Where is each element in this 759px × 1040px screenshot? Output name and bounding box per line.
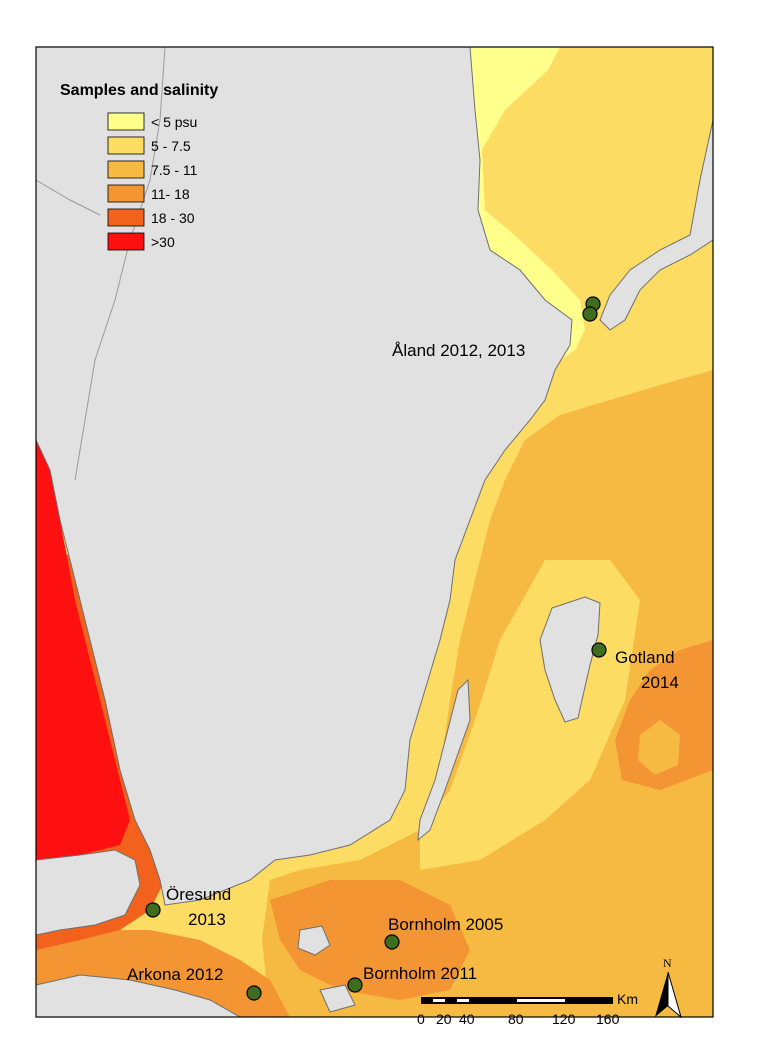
site-label-arkona: Arkona 2012 [127, 965, 223, 984]
scale-tick-160: 160 [596, 1011, 620, 1027]
legend-swatch [107, 112, 145, 131]
site-label-gotland-1: Gotland [615, 648, 675, 667]
land-denmark [36, 849, 141, 936]
legend-label: >30 [151, 234, 175, 250]
site-marker-bornholm-2011[interactable] [347, 977, 363, 993]
site-label-aland: Åland 2012, 2013 [392, 341, 525, 360]
scale-tick-80: 80 [508, 1011, 524, 1027]
legend-label: 18 - 30 [151, 210, 195, 226]
scale-bar-seg [433, 999, 445, 1002]
zone-gt30 [36, 435, 130, 860]
site-marker-oresund[interactable] [145, 902, 161, 918]
land-oland [417, 678, 471, 842]
zone-11-18-south [270, 880, 470, 1000]
land-germany-coast [36, 974, 242, 1017]
site-marker-bornholm-2005[interactable] [384, 934, 400, 950]
north-arrow-icon [655, 972, 668, 1017]
map-body [36, 47, 713, 1017]
north-arrow: N [655, 956, 682, 1019]
legend: Samples and salinity < 5 psu 5 - 7.5 7.5 -… [60, 82, 218, 251]
zone-7.5-11-hole [638, 720, 680, 775]
land-finland [599, 47, 713, 331]
site-label-bornholm-2005: Bornholm 2005 [388, 915, 503, 934]
site-label-oresund-1: Öresund [166, 885, 231, 904]
legend-swatch [107, 232, 145, 251]
legend-label: 11- 18 [151, 186, 190, 202]
scale-tick-40: 40 [459, 1011, 475, 1027]
scale-bar: Km 0 20 40 80 120 160 [417, 991, 638, 1027]
legend-label: 7.5 - 11 [151, 162, 198, 178]
land-gotland [539, 596, 601, 723]
legend-swatch [107, 208, 145, 227]
border-finland [36, 179, 101, 216]
scale-bar-seg [457, 999, 469, 1002]
land-sweden [36, 47, 573, 906]
site-marker-aland-b[interactable] [582, 306, 598, 322]
scale-bar-seg [517, 999, 565, 1002]
north-arrow-icon-half [667, 971, 682, 1019]
site-label-gotland-2: 2014 [641, 673, 679, 692]
sample-sites: Åland 2012, 2013 Gotland 2014 Öresund 20… [127, 296, 679, 1001]
site-label-bornholm-2011: Bornholm 2011 [363, 964, 477, 983]
site-marker-arkona[interactable] [246, 985, 262, 1001]
land-rugen [319, 984, 356, 1013]
scale-unit: Km [617, 991, 638, 1007]
legend-swatch [107, 184, 145, 203]
site-marker-gotland[interactable] [591, 642, 607, 658]
border-norway-sweden [74, 47, 166, 481]
legend-swatch [107, 160, 145, 179]
legend-label: 5 - 7.5 [151, 138, 191, 154]
legend-title: Samples and salinity [60, 82, 218, 99]
site-label-oresund-2: 2013 [188, 910, 226, 929]
land-bornholm [297, 925, 331, 956]
legend-label: < 5 psu [151, 114, 197, 130]
north-label: N [663, 956, 672, 970]
scale-tick-120: 120 [552, 1011, 576, 1027]
legend-swatch [107, 136, 145, 155]
scale-tick-0: 0 [417, 1011, 425, 1027]
scale-tick-20: 20 [436, 1011, 452, 1027]
map-frame [35, 46, 714, 1018]
